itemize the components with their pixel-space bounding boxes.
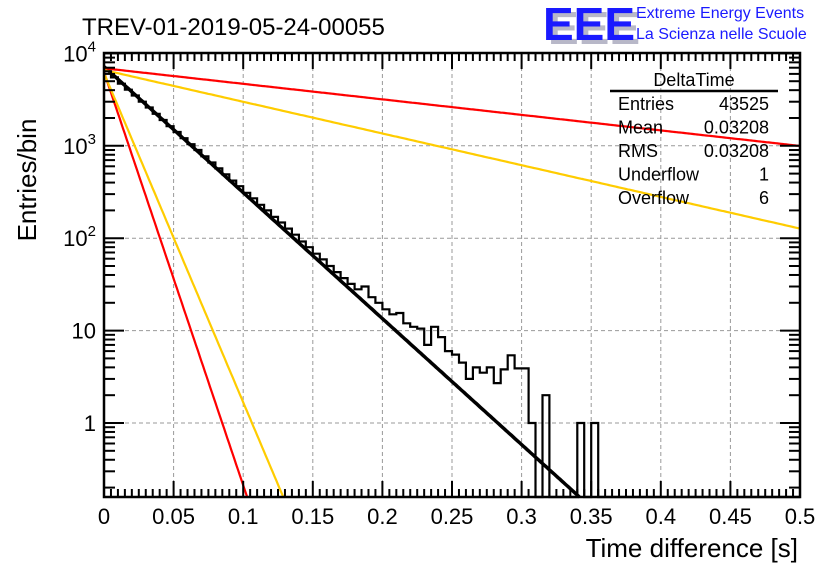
x-tick-label: 0.35 — [570, 504, 613, 529]
stats-label: Overflow — [618, 188, 690, 208]
x-axis: 0 0.05 0.1 0.15 0.2 0.25 0.3 0.35 0.4 0.45 0.5 — [98, 53, 815, 529]
y-tick-label: 1 — [84, 411, 96, 436]
stats-value: 0.03208 — [704, 118, 769, 138]
x-tick-label: 0.05 — [152, 504, 195, 529]
eee-logo: EEE EEE Extreme Energy Events La Scienza… — [543, 0, 807, 54]
series-red-steep — [102, 71, 249, 498]
x-tick-label: 0 — [98, 504, 110, 529]
x-tick-label: 0.1 — [228, 504, 259, 529]
chart-title: TREV-01-2019-05-24-00055 — [82, 14, 385, 41]
stats-label: RMS — [618, 141, 658, 161]
logo-letters: EEE — [543, 0, 635, 50]
logo-line2: La Scienza nelle Scuole — [636, 26, 807, 43]
stats-value: 0.03208 — [704, 141, 769, 161]
x-tick-label: 0.25 — [431, 504, 474, 529]
stats-name: DeltaTime — [653, 70, 734, 90]
series-yellow-shallow — [103, 69, 801, 230]
x-tick-label: 0.45 — [709, 504, 752, 529]
y-axis: 1 10 102 103 104 — [63, 38, 800, 489]
y-tick-label: 103 — [63, 131, 96, 159]
y-tick-label: 104 — [63, 38, 96, 66]
x-tick-label: 0.3 — [506, 504, 537, 529]
x-tick-label: 0.5 — [785, 504, 816, 529]
stats-label: Mean — [618, 118, 663, 138]
series-red-shallow — [103, 67, 801, 147]
x-axis-title: Time difference [s] — [586, 533, 798, 563]
series-yellow-steep — [102, 72, 285, 498]
stats-value: 6 — [759, 188, 769, 208]
logo-line1: Extreme Energy Events — [636, 5, 804, 22]
y-tick-label: 102 — [63, 223, 96, 251]
y-tick-label: 10 — [72, 319, 96, 344]
y-axis-title: Entries/bin — [12, 119, 42, 242]
x-tick-label: 0.2 — [367, 504, 398, 529]
stats-box: DeltaTime Entries 43525 Mean 0.03208 RMS 0.03… — [610, 70, 778, 208]
stats-value: 43525 — [719, 94, 769, 114]
x-tick-label: 0.15 — [291, 504, 334, 529]
logo-shadow: EEE — [548, 2, 640, 54]
stats-label: Entries — [618, 94, 674, 114]
stats-label: Underflow — [618, 165, 700, 185]
grid — [104, 52, 800, 497]
stats-value: 1 — [759, 165, 769, 185]
x-tick-label: 0.4 — [646, 504, 677, 529]
